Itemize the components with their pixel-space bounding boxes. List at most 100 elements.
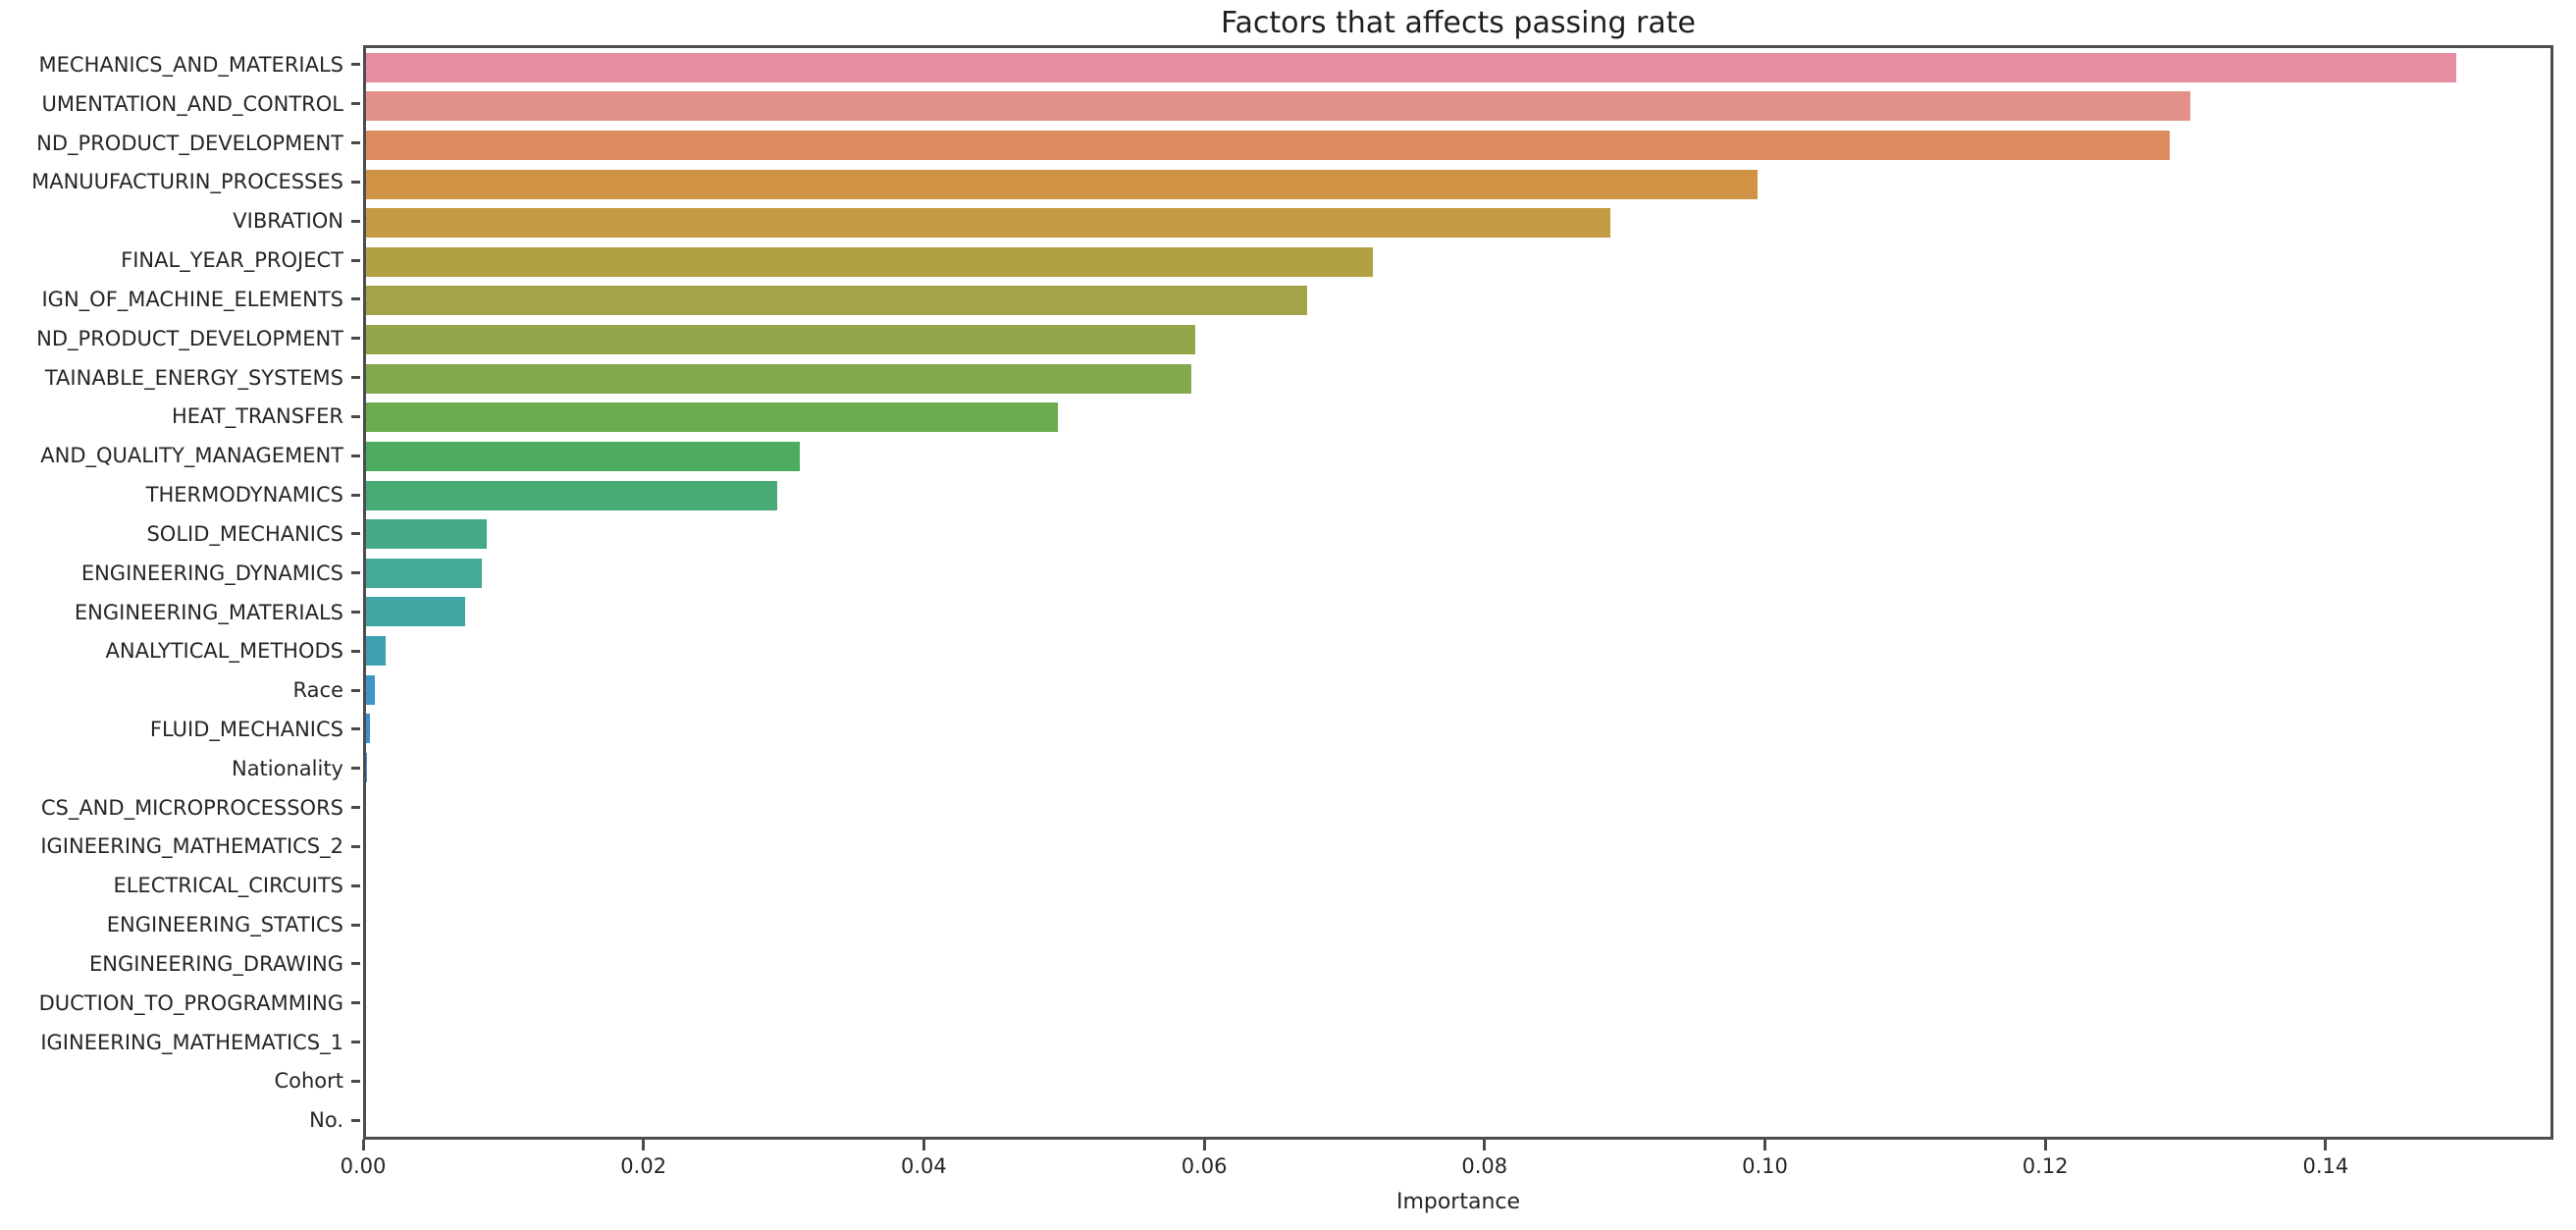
x-tick-mark bbox=[921, 1140, 925, 1150]
y-axis-label: THERMODYNAMICS bbox=[145, 483, 343, 508]
y-row: ND_PRODUCT_DEVELOPMENT bbox=[0, 124, 360, 163]
y-tick-mark bbox=[351, 297, 360, 301]
y-axis-label: FLUID_MECHANICS bbox=[149, 717, 343, 741]
x-tick-mark bbox=[361, 1140, 365, 1150]
y-tick-mark bbox=[351, 102, 360, 106]
y-row: VIBRATION bbox=[0, 201, 360, 241]
y-row: Nationality bbox=[0, 749, 360, 788]
y-axis-label: DUCTION_TO_PROGRAMMING bbox=[38, 990, 343, 1015]
y-tick-mark bbox=[351, 219, 360, 223]
y-tick-mark bbox=[351, 962, 360, 966]
y-row: CS_AND_MICROPROCESSORS bbox=[0, 788, 360, 828]
bar bbox=[366, 286, 1307, 316]
x-tick-label: 0.10 bbox=[1742, 1154, 1788, 1178]
bar bbox=[366, 441, 800, 471]
y-row: TAINABLE_ENERGY_SYSTEMS bbox=[0, 358, 360, 398]
bar-row bbox=[366, 1020, 2550, 1059]
y-row: ANALYTICAL_METHODS bbox=[0, 631, 360, 670]
x-tick-label: 0.08 bbox=[1461, 1154, 1508, 1178]
y-tick-mark bbox=[351, 141, 360, 145]
x-tick-mark bbox=[1202, 1140, 1206, 1150]
bar-row bbox=[366, 126, 2550, 165]
y-tick-mark bbox=[351, 688, 360, 692]
x-tick-mark bbox=[642, 1140, 646, 1150]
bar-row bbox=[366, 709, 2550, 748]
y-row: FLUID_MECHANICS bbox=[0, 710, 360, 749]
y-row: No. bbox=[0, 1100, 360, 1140]
plot-area bbox=[363, 45, 2553, 1140]
y-tick-mark bbox=[351, 1041, 360, 1044]
y-tick-mark bbox=[351, 806, 360, 810]
y-axis-label: ENGINEERING_MATERIALS bbox=[74, 600, 343, 624]
bar-row bbox=[366, 476, 2550, 515]
y-tick-mark bbox=[351, 258, 360, 262]
y-tick-mark bbox=[351, 767, 360, 771]
bar bbox=[366, 402, 1059, 433]
bar bbox=[366, 597, 466, 627]
bar bbox=[366, 169, 1758, 199]
y-row: ELECTRICAL_CIRCUITS bbox=[0, 866, 360, 905]
bar bbox=[366, 52, 2456, 82]
y-tick-mark bbox=[351, 454, 360, 457]
y-axis-label: MECHANICS_AND_MATERIALS bbox=[38, 52, 343, 77]
y-tick-mark bbox=[351, 571, 360, 575]
bar-row bbox=[366, 865, 2550, 904]
x-axis-title: Importance bbox=[1395, 1190, 1521, 1214]
y-axis-label: Nationality bbox=[231, 756, 343, 780]
bar bbox=[366, 674, 375, 705]
y-axis-label: SOLID_MECHANICS bbox=[146, 521, 343, 546]
y-row: THERMODYNAMICS bbox=[0, 475, 360, 514]
y-tick-mark bbox=[351, 376, 360, 380]
x-tick-mark bbox=[2043, 1140, 2047, 1150]
bar-row bbox=[366, 282, 2550, 321]
bar bbox=[366, 480, 777, 510]
y-axis-label: ELECTRICAL_CIRCUITS bbox=[113, 874, 343, 898]
y-row: MANUUFACTURIN_PROCESSES bbox=[0, 162, 360, 201]
y-axis-label: CS_AND_MICROPROCESSORS bbox=[40, 795, 343, 820]
bar bbox=[366, 325, 1195, 355]
y-tick-mark bbox=[351, 649, 360, 653]
y-tick-mark bbox=[351, 180, 360, 184]
y-row: AND_QUALITY_MANAGEMENT bbox=[0, 436, 360, 475]
bar-row bbox=[366, 165, 2550, 204]
y-axis-label: IGINEERING_MATHEMATICS_2 bbox=[40, 834, 343, 859]
y-axis-label: IGINEERING_MATHEMATICS_1 bbox=[40, 1030, 343, 1054]
y-axis-label: Cohort bbox=[274, 1069, 343, 1094]
bar-row bbox=[366, 514, 2550, 554]
y-row: IGN_OF_MACHINE_ELEMENTS bbox=[0, 280, 360, 319]
y-tick-mark bbox=[351, 532, 360, 536]
bar-row bbox=[366, 359, 2550, 399]
y-axis-label: IGN_OF_MACHINE_ELEMENTS bbox=[41, 287, 343, 311]
y-axis-label: FINAL_YEAR_PROJECT bbox=[121, 248, 343, 273]
y-row: FINAL_YEAR_PROJECT bbox=[0, 241, 360, 280]
bar-row bbox=[366, 398, 2550, 437]
y-row: ND_PRODUCT_DEVELOPMENT bbox=[0, 319, 360, 358]
bar bbox=[366, 752, 368, 782]
bar bbox=[366, 208, 1610, 239]
y-axis-label: TAINABLE_ENERGY_SYSTEMS bbox=[44, 365, 343, 390]
chart-title: Factors that affects passing rate bbox=[1221, 6, 1696, 40]
bar-row bbox=[366, 826, 2550, 865]
y-row: DUCTION_TO_PROGRAMMING bbox=[0, 984, 360, 1023]
y-tick-mark bbox=[351, 844, 360, 848]
bar-row bbox=[366, 982, 2550, 1021]
y-axis-label: ENGINEERING_DRAWING bbox=[88, 951, 343, 976]
y-tick-mark bbox=[351, 337, 360, 341]
x-tick-label: 0.14 bbox=[2302, 1154, 2349, 1178]
y-axis-label: ND_PRODUCT_DEVELOPMENT bbox=[36, 326, 343, 350]
y-row: ENGINEERING_DRAWING bbox=[0, 944, 360, 984]
bar-row bbox=[366, 48, 2550, 87]
y-axis-label: UMENTATION_AND_CONTROL bbox=[41, 91, 343, 116]
bar-row bbox=[366, 242, 2550, 282]
y-tick-mark bbox=[351, 611, 360, 614]
y-tick-mark bbox=[351, 414, 360, 418]
bar bbox=[366, 246, 1373, 277]
y-row: ENGINEERING_MATERIALS bbox=[0, 593, 360, 632]
y-tick-mark bbox=[351, 923, 360, 927]
x-tick-label: 0.04 bbox=[901, 1154, 947, 1178]
y-tick-mark bbox=[351, 63, 360, 67]
x-tick-mark bbox=[1762, 1140, 1766, 1150]
y-tick-mark bbox=[351, 1001, 360, 1005]
bar-row bbox=[366, 320, 2550, 359]
